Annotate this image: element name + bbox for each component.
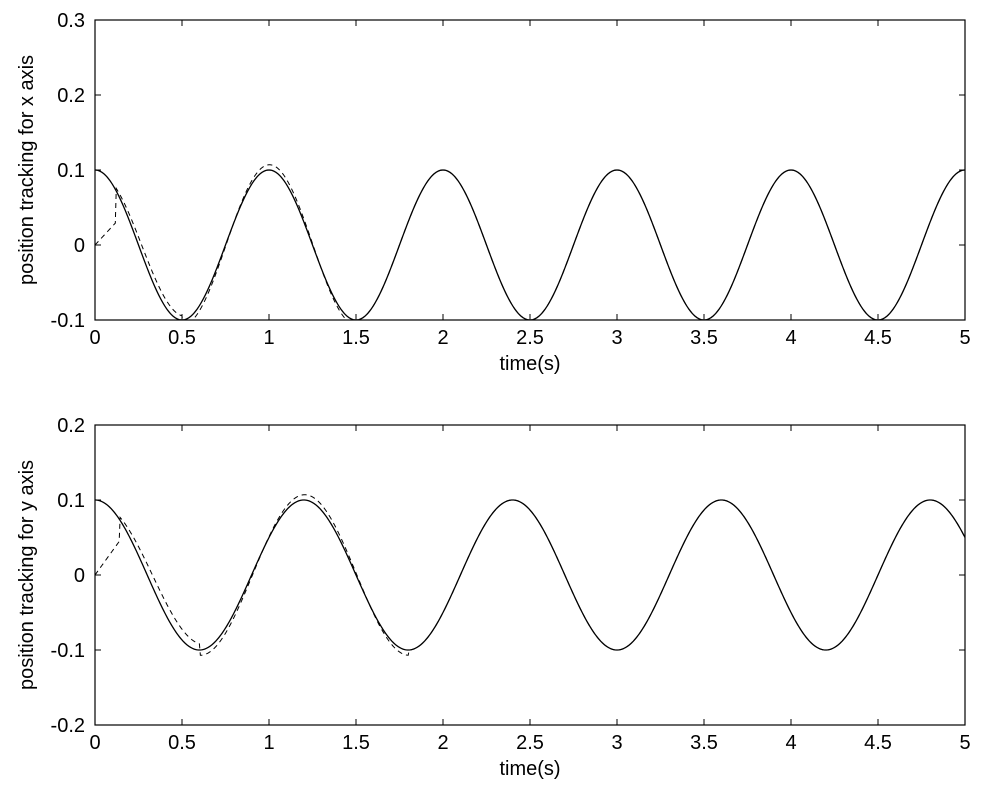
ytick-label: 0 [74,235,85,257]
ytick-label: 0.3 [57,10,85,32]
ylabel: position tracking for y axis [16,460,38,690]
xtick-label: 1.5 [342,327,370,349]
xtick-label: 0.5 [168,327,196,349]
axes-box [95,425,965,725]
xtick-label: 4.5 [864,732,892,754]
ytick-label: -0.1 [51,640,85,662]
xlabel: time(s) [499,758,560,780]
ytick-label: 0.2 [57,415,85,437]
xtick-label: 3.5 [690,327,718,349]
xtick-label: 1.5 [342,732,370,754]
ytick-label: 0.2 [57,85,85,107]
xtick-label: 3 [611,732,622,754]
xlabel: time(s) [499,353,560,375]
plot-y-axis-tracking: 0 0.5 1 1.5 2 2.5 3 3.5 4 4.5 5 -0.2 -0.1 0 0.1 0.2 time… [16,415,971,780]
xtick-label: 4.5 [864,327,892,349]
xtick-label: 2.5 [516,732,544,754]
ytick-label: 0.1 [57,490,85,512]
xtick-label: 3.5 [690,732,718,754]
xtick-label: 2 [437,732,448,754]
xtick-label: 5 [959,732,970,754]
xtick-label: 3 [611,327,622,349]
xtick-label: 4 [785,327,796,349]
plot-x-axis-tracking: 00.511.522.533.544.55-0.100.10.20.3time(… [16,10,971,375]
xtick-label: 0.5 [168,732,196,754]
xtick-label: 1 [263,732,274,754]
figure-svg: 00.511.522.533.544.55-0.100.10.20.3time(… [0,0,1000,795]
figure-container: 00.511.522.533.544.55-0.100.10.20.3time(… [0,0,1000,795]
xtick-label: 0 [89,327,100,349]
ytick-label: -0.1 [51,310,85,332]
xtick-label: 2.5 [516,327,544,349]
axes-box [95,20,965,320]
xtick-label: 1 [263,327,274,349]
ytick-label: 0.1 [57,160,85,182]
xtick-label: 5 [959,327,970,349]
xtick-label: 4 [785,732,796,754]
ylabel: position tracking for x axis [16,55,38,285]
ytick-label: -0.2 [51,715,85,737]
ytick-label: 0 [74,565,85,587]
xtick-label: 2 [437,327,448,349]
xtick-label: 0 [89,732,100,754]
